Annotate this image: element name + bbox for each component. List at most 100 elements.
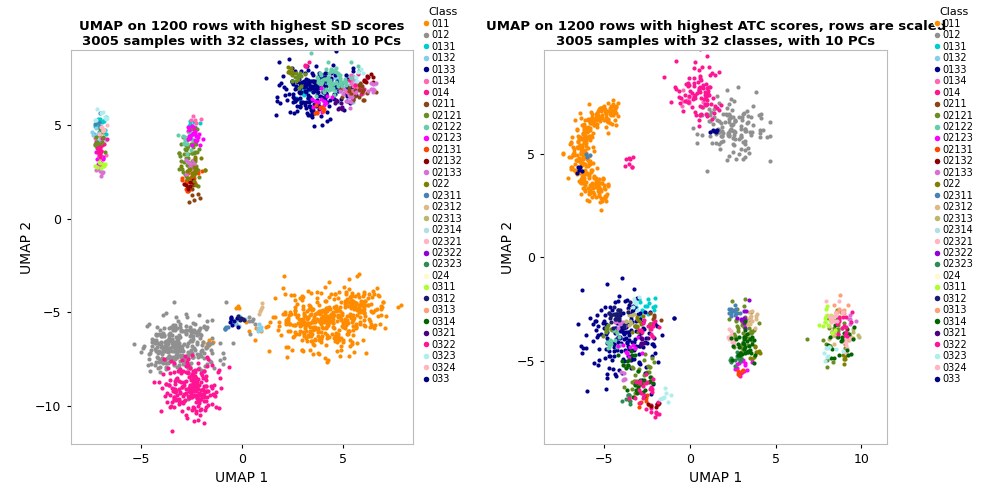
- Point: [223, 314, 239, 323]
- Point: [355, 96, 371, 104]
- Point: [190, 385, 206, 393]
- Point: [355, 86, 371, 94]
- Point: [339, 97, 355, 105]
- Point: [646, 313, 662, 321]
- Point: [727, 311, 743, 319]
- Point: [623, 319, 639, 327]
- Point: [300, 314, 317, 322]
- Point: [248, 324, 264, 332]
- Point: [330, 70, 346, 78]
- Point: [753, 114, 769, 122]
- Point: [595, 175, 611, 183]
- Point: [145, 338, 161, 346]
- Point: [283, 64, 299, 72]
- Point: [842, 332, 858, 340]
- Point: [333, 80, 349, 88]
- Point: [332, 74, 348, 82]
- Point: [344, 83, 360, 91]
- Point: [738, 127, 754, 135]
- Point: [580, 124, 596, 132]
- Point: [314, 84, 331, 92]
- Point: [153, 340, 169, 348]
- Point: [620, 308, 636, 317]
- Point: [575, 121, 591, 129]
- Point: [294, 302, 310, 310]
- Point: [192, 141, 208, 149]
- Point: [299, 337, 316, 345]
- Point: [726, 307, 742, 316]
- Point: [627, 335, 643, 343]
- Point: [190, 125, 206, 134]
- Point: [182, 178, 199, 186]
- Point: [187, 137, 204, 145]
- Point: [627, 351, 643, 359]
- Point: [831, 319, 847, 327]
- Point: [299, 94, 316, 102]
- Point: [688, 89, 705, 97]
- Point: [607, 324, 623, 332]
- Point: [640, 310, 656, 318]
- Point: [312, 83, 329, 91]
- Point: [183, 122, 200, 130]
- Point: [182, 328, 199, 336]
- Point: [156, 324, 172, 332]
- Point: [88, 120, 104, 128]
- Point: [95, 154, 111, 162]
- Point: [201, 341, 217, 349]
- Point: [837, 330, 853, 338]
- Point: [356, 290, 372, 298]
- Point: [294, 291, 310, 299]
- Point: [179, 135, 196, 143]
- Point: [184, 136, 201, 144]
- Point: [349, 81, 365, 89]
- Point: [568, 166, 584, 174]
- Point: [306, 97, 323, 105]
- Point: [183, 161, 200, 169]
- Point: [93, 147, 109, 155]
- Point: [589, 123, 605, 132]
- Point: [329, 72, 345, 80]
- Point: [166, 368, 182, 376]
- Point: [584, 132, 600, 140]
- Point: [339, 298, 355, 306]
- Point: [312, 103, 329, 111]
- Point: [365, 80, 381, 88]
- Point: [193, 352, 209, 360]
- Point: [737, 125, 753, 134]
- Point: [647, 320, 663, 328]
- Point: [285, 333, 301, 341]
- Point: [313, 85, 330, 93]
- Point: [695, 63, 711, 71]
- Point: [85, 128, 101, 136]
- Point: [643, 388, 659, 396]
- Point: [609, 329, 625, 337]
- Point: [288, 95, 304, 103]
- Point: [177, 146, 194, 154]
- Point: [318, 314, 334, 322]
- Point: [308, 61, 325, 70]
- Point: [716, 110, 732, 118]
- Point: [258, 323, 274, 331]
- Point: [267, 294, 283, 302]
- Point: [361, 314, 377, 323]
- Point: [357, 322, 373, 330]
- Point: [611, 316, 627, 324]
- Point: [313, 328, 330, 336]
- Point: [143, 338, 159, 346]
- Point: [366, 324, 382, 332]
- Point: [320, 117, 336, 125]
- Point: [358, 77, 374, 85]
- Point: [642, 383, 658, 391]
- Point: [148, 339, 164, 347]
- Point: [704, 115, 720, 123]
- Point: [827, 324, 843, 332]
- Point: [197, 361, 213, 369]
- Point: [728, 335, 744, 343]
- Point: [306, 317, 323, 325]
- Point: [642, 372, 658, 381]
- Point: [610, 342, 626, 350]
- Point: [332, 352, 348, 360]
- Point: [134, 344, 150, 352]
- Point: [334, 93, 350, 101]
- Point: [360, 301, 376, 309]
